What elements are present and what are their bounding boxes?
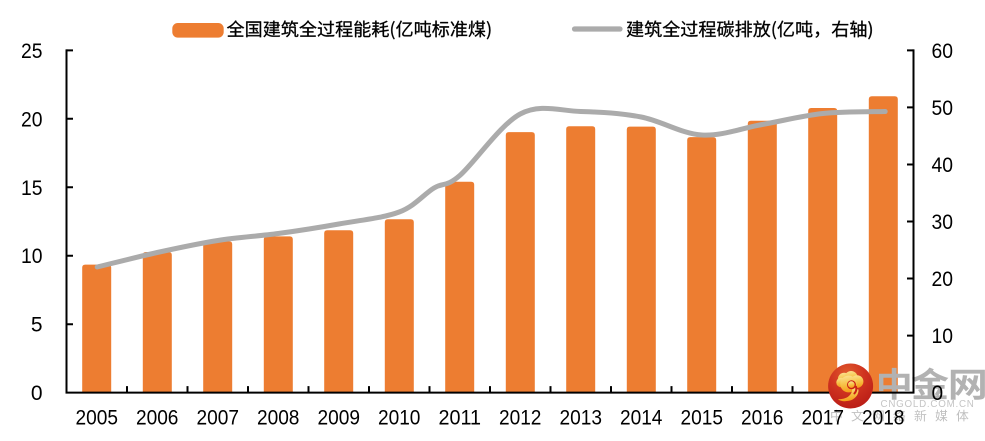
- svg-text:2012: 2012: [499, 407, 542, 430]
- svg-text:2018: 2018: [862, 407, 905, 430]
- svg-text:2014: 2014: [620, 407, 663, 430]
- svg-text:2005: 2005: [76, 407, 119, 430]
- svg-text:20: 20: [21, 108, 43, 131]
- svg-text:2010: 2010: [378, 407, 421, 430]
- svg-text:0: 0: [31, 382, 43, 405]
- svg-text:5: 5: [31, 314, 43, 337]
- svg-text:20: 20: [932, 268, 954, 291]
- svg-text:10: 10: [932, 325, 954, 348]
- svg-text:2008: 2008: [257, 407, 300, 430]
- svg-text:0: 0: [932, 382, 944, 405]
- svg-text:60: 60: [932, 40, 954, 63]
- svg-text:2009: 2009: [318, 407, 361, 430]
- svg-text:50: 50: [932, 97, 954, 120]
- svg-text:2017: 2017: [802, 407, 845, 430]
- svg-text:2015: 2015: [681, 407, 724, 430]
- svg-text:2013: 2013: [560, 407, 603, 430]
- svg-text:10: 10: [21, 245, 43, 268]
- svg-text:40: 40: [932, 154, 954, 177]
- svg-text:CNGOLD.COM.CN: CNGOLD.COM.CN: [881, 399, 975, 410]
- svg-text:30: 30: [932, 211, 954, 234]
- svg-text:15: 15: [21, 177, 43, 200]
- svg-text:2006: 2006: [136, 407, 179, 430]
- svg-text:2011: 2011: [439, 407, 482, 430]
- svg-text:2016: 2016: [741, 407, 784, 430]
- svg-text:2007: 2007: [197, 407, 240, 430]
- svg-text:25: 25: [21, 40, 43, 63]
